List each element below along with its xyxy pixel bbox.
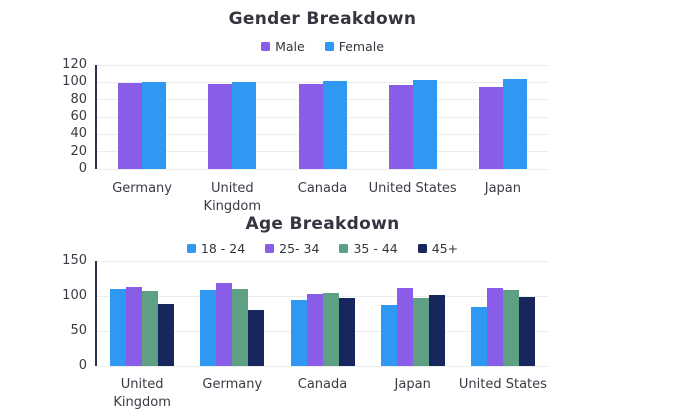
x-axis-label: Canada: [297, 181, 348, 196]
legend-label: Male: [275, 39, 305, 54]
y-tick-label: 40: [70, 126, 87, 142]
bar-group: [388, 79, 437, 169]
legend-item: 18 - 24: [186, 241, 246, 256]
bar: [412, 79, 437, 169]
legend-item: 35 - 44: [339, 241, 398, 256]
legend-swatch-icon: [339, 244, 349, 253]
y-tick-label: 0: [78, 358, 87, 373]
bar: [126, 286, 143, 366]
bar: [248, 310, 265, 366]
bar-group: [380, 287, 445, 366]
chart-title: Gender Breakdown: [228, 9, 417, 29]
chart-legend: Male Female: [0, 39, 645, 54]
legend-swatch-icon: [265, 244, 275, 253]
y-axis-line: [95, 65, 97, 169]
bar: [380, 305, 397, 366]
legend-swatch-icon: [186, 244, 196, 253]
bar-group: [478, 78, 527, 169]
legend-item: Female: [324, 39, 384, 54]
bar-group: [290, 293, 355, 366]
legend-item: 25- 34: [265, 241, 319, 256]
bar: [290, 299, 307, 366]
bar: [322, 293, 339, 366]
bar: [518, 296, 535, 366]
legend-swatch-icon: [324, 42, 334, 51]
bar: [232, 82, 257, 169]
legend-swatch-icon: [417, 244, 427, 253]
x-axis-label: United States: [458, 377, 547, 392]
bar: [306, 293, 323, 366]
plot-area: 0 20 40 60 80 100 120: [62, 57, 548, 176]
bar: [232, 289, 249, 366]
bar: [142, 291, 159, 366]
plot-area: 0 50 100 150: [62, 253, 548, 373]
bar-group: [200, 283, 265, 366]
y-tick-label: 120: [62, 57, 87, 72]
bar: [470, 307, 487, 366]
gridline: [97, 365, 548, 367]
x-axis-label: Canada: [297, 377, 348, 392]
bar: [322, 81, 347, 169]
y-tick-label: 0: [78, 161, 87, 176]
y-tick-label: 60: [70, 109, 87, 124]
bar: [158, 304, 175, 366]
bar: [396, 287, 413, 366]
bar: [486, 288, 503, 366]
y-axis-line: [95, 261, 97, 366]
bar: [428, 295, 445, 366]
bar-group: [208, 82, 257, 169]
bar-group: [118, 82, 167, 169]
legend-label: Female: [338, 39, 384, 54]
bar: [110, 289, 127, 366]
legend-swatch-icon: [261, 42, 271, 51]
y-tick-label: 150: [62, 253, 87, 268]
legend-label: 45+: [431, 241, 459, 256]
gridline: [97, 168, 548, 170]
x-axis-label: Japan: [484, 181, 522, 196]
bar: [502, 289, 519, 366]
gridline: [97, 260, 548, 262]
bar: [216, 283, 233, 366]
legend-label: 18 - 24: [200, 241, 246, 256]
legend-label: 35 - 44: [353, 241, 398, 256]
bar: [118, 83, 143, 169]
bar: [298, 84, 323, 169]
bar: [502, 78, 527, 169]
y-tick-label: 100: [62, 74, 87, 90]
legend-item: 45+: [417, 241, 459, 256]
bar: [142, 82, 167, 169]
x-axis-label: Germany: [112, 181, 172, 196]
x-axis-labels: United Kingdom Germany Canada Japan United S…: [97, 376, 548, 416]
chart-legend: 18 - 24 25- 34 35 - 44 45+: [0, 241, 645, 256]
y-tick-label: 80: [70, 91, 87, 107]
legend-label: 25- 34: [279, 241, 320, 256]
x-axis-label: United Kingdom: [203, 181, 262, 214]
bar-group: [298, 81, 347, 169]
x-axis-label: United States: [368, 181, 457, 196]
x-axis-labels: Germany United Kingdom Canada United States…: [97, 180, 548, 220]
gridline: [97, 64, 548, 66]
bar-group: [110, 286, 175, 366]
bar: [200, 289, 217, 366]
legend-item: Male: [261, 39, 305, 54]
x-axis-label: Japan: [394, 377, 431, 392]
bar: [478, 86, 503, 169]
y-tick-label: 50: [70, 323, 87, 338]
y-tick-label: 100: [62, 288, 87, 303]
bar: [208, 84, 233, 169]
bar: [338, 298, 355, 366]
y-tick-label: 20: [70, 143, 87, 159]
bar: [388, 84, 413, 169]
bar: [412, 298, 429, 366]
x-axis-label: Germany: [202, 377, 263, 392]
x-axis-label: United Kingdom: [113, 377, 171, 410]
bar-group: [470, 288, 535, 366]
chart-title: Age Breakdown: [245, 214, 400, 234]
